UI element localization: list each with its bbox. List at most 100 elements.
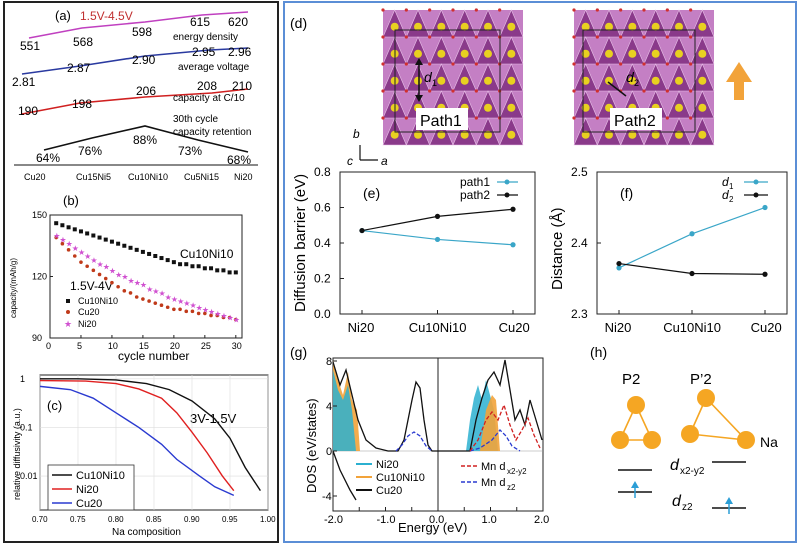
data-point-cu20: [190, 309, 195, 314]
oxygen-atom: [642, 35, 646, 39]
x-tick-label: 5: [77, 341, 82, 351]
y-tick-label: 150: [32, 210, 47, 220]
data-point-cu10ni10: [140, 249, 145, 254]
data-point-cu10ni10: [97, 235, 102, 240]
average-voltage-value: 2.81: [12, 75, 36, 89]
legend-label: Cu20: [76, 498, 102, 510]
oxygen-atom: [381, 89, 385, 93]
p2prime-spin-arrowhead: [725, 497, 733, 504]
legend-marker-cu10ni10: [66, 299, 70, 303]
panel-label-c: (c): [47, 398, 62, 413]
dz2-sub: z2: [682, 502, 693, 513]
unit-cell-2: [582, 29, 696, 133]
d1-sub: 1: [432, 78, 437, 88]
data-point-path2: [434, 213, 441, 219]
na-ion: [643, 431, 661, 449]
na-site: [698, 130, 707, 139]
panel-e-legend: path1 path2: [460, 175, 518, 202]
data-point-cu20: [60, 241, 65, 246]
na-site: [507, 49, 516, 58]
x-tick-label: Cu20: [751, 320, 782, 335]
p2-label: P2: [622, 371, 640, 388]
legend-sub: 1: [729, 182, 734, 191]
retention-value: 73%: [178, 144, 202, 158]
na-site: [437, 130, 446, 139]
capacity-label: capacity at C/10: [173, 93, 245, 104]
x-tick-label: 0.95: [222, 515, 238, 524]
x-tick-label: -2.0: [324, 514, 343, 526]
data-point-ni20: ★: [146, 285, 153, 294]
legend-label: Cu20: [376, 485, 402, 497]
dos-fill-ni20: [333, 370, 356, 451]
legend-label: path2: [460, 188, 490, 202]
legend-label: Cu20: [78, 307, 100, 317]
legend-label: Mn d: [481, 477, 505, 489]
oxygen-atom: [665, 62, 669, 66]
data-point-ni20: ★: [171, 295, 178, 304]
x-tick-label: 1.00: [260, 515, 276, 524]
dos-line-cu20-negative: [332, 450, 357, 501]
na-site: [698, 103, 707, 112]
x-tick-label: -1.0: [377, 514, 396, 526]
data-point-cu10ni10: [78, 229, 83, 234]
data-point-d2: [689, 270, 695, 277]
data-point-cu10ni10: [147, 251, 152, 256]
data-point-cu10ni10: [215, 268, 220, 273]
legend-label: path1: [460, 175, 490, 189]
legend-label: Cu10Ni10: [78, 296, 118, 306]
retention-label-2: capacity retention: [173, 127, 251, 138]
data-point-cu10ni10: [202, 266, 207, 271]
axis-c-label: c: [347, 154, 353, 168]
panel-b-ylabel: capacity/(mAh/g): [9, 258, 18, 318]
na-site: [460, 76, 469, 85]
data-point-path2: [510, 206, 516, 212]
legend-label: d: [722, 175, 729, 189]
oxygen-atom: [474, 62, 478, 66]
dos-mn-dz2-right: [469, 429, 521, 452]
data-point-ni20: ★: [227, 314, 234, 323]
na-site: [605, 76, 613, 85]
dos-fill-cu10ni10-right: [480, 395, 500, 451]
panel-b: (b) Cu10Ni10 1.5V-4V cycle number capaci…: [9, 193, 243, 363]
oxygen-atom: [451, 62, 455, 66]
series-line-cu10ni10: [40, 378, 261, 492]
na-site: [651, 130, 660, 139]
na-site: [507, 22, 516, 31]
data-point-cu20: [147, 299, 151, 303]
x-tick-label: 15: [139, 341, 149, 351]
oxygen-atom: [595, 116, 599, 120]
oxygen-atom: [595, 8, 599, 12]
oxygen-atom: [381, 116, 385, 120]
panel-label-h: (h): [590, 344, 607, 360]
d1-arrowhead: [415, 95, 423, 102]
x-tick-label: 2.0: [534, 514, 549, 526]
oxygen-atom: [665, 89, 669, 93]
p2prime-label: P’2: [690, 371, 712, 388]
panel-b-xlabel: cycle number: [118, 349, 189, 363]
data-point-cu20: [66, 248, 71, 252]
data-point-cu20: [178, 307, 182, 312]
x-tick-label: Cu10Ni10: [663, 320, 721, 335]
data-point-cu10ni10: [72, 227, 77, 232]
retention-value: 64%: [36, 151, 60, 165]
legend-sub: z2: [507, 483, 516, 492]
oxygen-atom: [474, 8, 478, 12]
oxygen-atom: [642, 62, 646, 66]
x-tick-label: Ni20: [348, 320, 375, 335]
panel-b-legend: Cu10Ni10 Cu20 ★ Ni20: [64, 296, 118, 329]
na-site: [484, 76, 492, 85]
average-voltage-line: [21, 47, 249, 75]
orange-direction-arrow: [726, 62, 752, 100]
path1-label-bg: [416, 108, 468, 130]
data-point-cu20: [134, 295, 139, 299]
oxygen-atom: [689, 116, 693, 120]
data-point-ni20: ★: [158, 289, 165, 298]
oxygen-atom: [474, 89, 478, 93]
dos-line-cu20-right: [438, 359, 543, 452]
oxygen-atom: [451, 89, 455, 93]
data-point-cu20: [159, 303, 164, 308]
data-point-ni20: ★: [109, 266, 116, 275]
legend-label: Mn d: [481, 461, 505, 473]
data-point-cu10ni10: [85, 231, 90, 236]
data-point-cu10ni10: [171, 260, 176, 265]
